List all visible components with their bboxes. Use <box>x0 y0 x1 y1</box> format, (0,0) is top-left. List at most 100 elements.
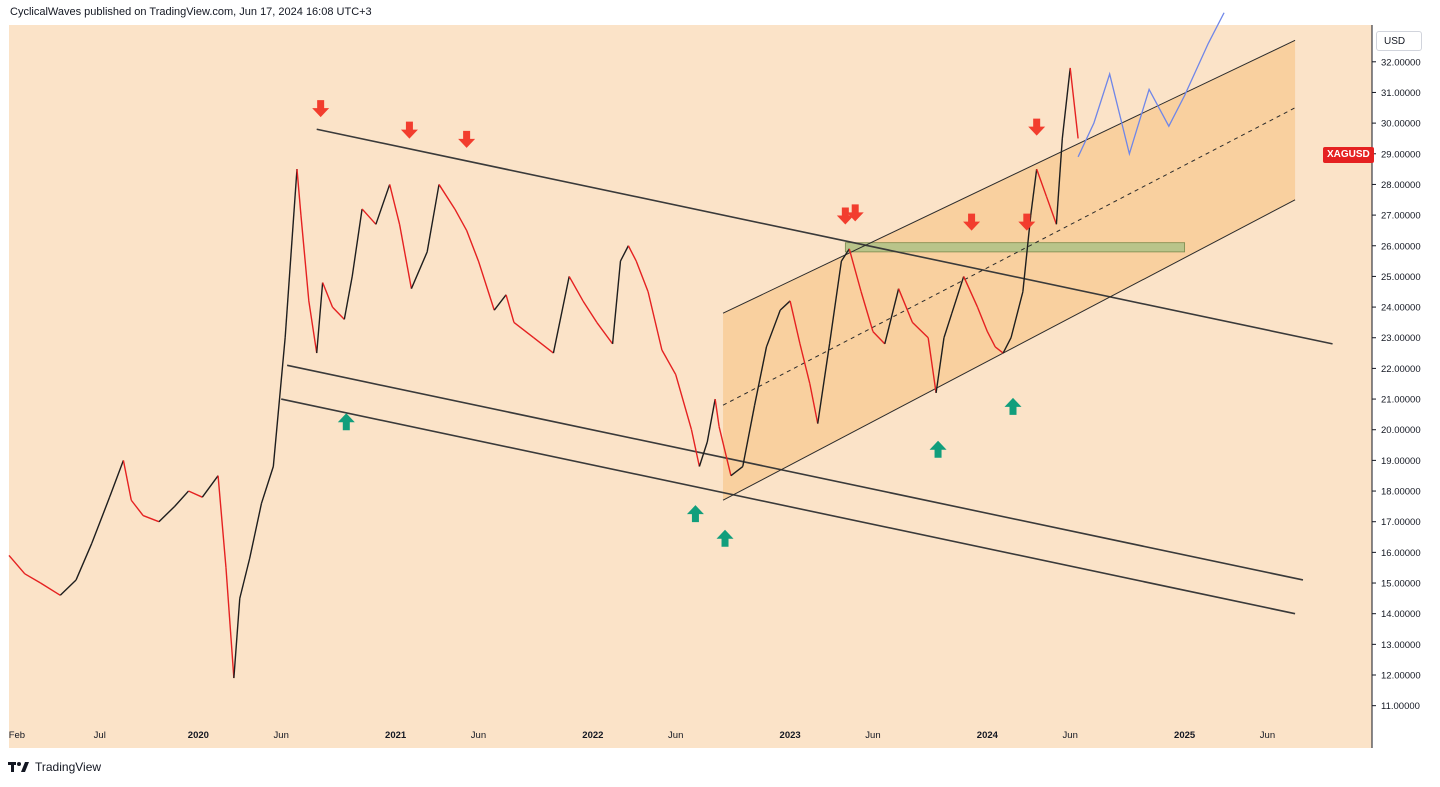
price-tick-label: 17.00000 <box>1381 517 1421 528</box>
price-segment <box>398 224 413 289</box>
price-tick-label: 23.00000 <box>1381 333 1421 344</box>
price-tick-label: 22.00000 <box>1381 364 1421 375</box>
price-tick-label: 18.00000 <box>1381 487 1421 498</box>
buy-arrow-icon <box>929 440 947 458</box>
time-tick-label: 2025 <box>1174 730 1196 741</box>
price-segment <box>308 300 318 354</box>
price-segment <box>75 542 93 581</box>
sell-arrow-icon <box>836 207 854 225</box>
time-tick-label: Jun <box>668 730 683 741</box>
price-segment <box>619 245 629 262</box>
price-segment <box>552 276 570 354</box>
price-tick-label: 11.00000 <box>1381 701 1420 712</box>
time-tick-label: 2021 <box>385 730 407 741</box>
price-segment <box>142 514 160 523</box>
price-segment <box>897 288 914 323</box>
sell-arrow-icon <box>846 204 864 222</box>
price-segment <box>201 475 219 498</box>
price-tick-label: 31.00000 <box>1381 88 1421 99</box>
price-segment <box>943 312 953 338</box>
price-segment <box>300 215 310 302</box>
price-segment <box>753 346 768 406</box>
price-segment <box>91 496 111 544</box>
buy-arrow-icon <box>1004 397 1022 415</box>
price-segment <box>1055 138 1064 225</box>
time-tick-label: 2024 <box>977 730 999 741</box>
price-tick-label: 12.00000 <box>1381 671 1421 682</box>
price-segment <box>108 460 125 498</box>
price-segment <box>454 208 468 231</box>
time-tick-label: 2022 <box>582 730 603 741</box>
price-segment <box>130 499 144 517</box>
price-segment <box>513 321 535 339</box>
price-segment <box>343 276 353 320</box>
rising-channel-middle-line <box>722 107 1296 406</box>
price-segment <box>493 294 507 311</box>
price-segment <box>951 276 965 314</box>
price-segment <box>533 337 554 354</box>
price-segment <box>1022 215 1032 292</box>
price-segment <box>1036 168 1048 197</box>
rising-channel-fill <box>723 40 1296 501</box>
price-segment <box>284 169 298 338</box>
price-segment <box>627 245 637 262</box>
price-segment <box>840 248 850 262</box>
price-segment <box>935 337 945 394</box>
price-segment <box>582 300 598 323</box>
price-segment <box>828 260 843 344</box>
price-segment <box>8 554 26 575</box>
price-segment <box>389 184 401 225</box>
price-series <box>8 67 1079 679</box>
time-tick-label: Jun <box>471 730 486 741</box>
price-segment <box>233 598 241 679</box>
time-tick-label: Jun <box>274 730 289 741</box>
price-segment <box>321 282 334 308</box>
price-segment <box>994 346 1004 354</box>
price-segment <box>1045 196 1058 225</box>
price-tick-label: 32.00000 <box>1381 57 1421 68</box>
time-tick-label: Jun <box>1260 730 1275 741</box>
price-segment <box>174 490 190 507</box>
price-segment <box>24 573 41 584</box>
currency-button[interactable]: USD <box>1376 31 1422 51</box>
price-segment <box>884 288 900 345</box>
descending-support-lower-line <box>281 398 1296 615</box>
price-segment <box>718 426 732 476</box>
price-segment <box>1030 169 1038 216</box>
price-segment <box>661 349 677 375</box>
price-segment <box>635 260 649 293</box>
sell-arrow-icon <box>1018 213 1036 231</box>
price-tick-label: 24.00000 <box>1381 303 1421 314</box>
price-segment <box>361 208 377 225</box>
rising-channel-lower-line <box>722 199 1296 501</box>
price-segment <box>158 505 176 523</box>
price-segment <box>779 300 791 311</box>
publication-header: CyclicalWaves published on TradingView.c… <box>10 6 372 18</box>
price-segment <box>568 276 584 302</box>
price-segment <box>438 184 456 210</box>
buy-arrow-icon <box>686 505 704 523</box>
price-segment <box>1061 67 1071 139</box>
time-tick-label: Jun <box>865 730 880 741</box>
sell-arrow-icon <box>458 130 476 148</box>
price-segment <box>40 582 61 596</box>
footer-brand[interactable]: TradingView <box>8 760 101 774</box>
price-segment <box>911 321 929 339</box>
price-segment <box>817 343 831 424</box>
price-segment <box>477 260 495 311</box>
symbol-price-tag: XAGUSD <box>1323 147 1374 163</box>
price-segment <box>239 558 251 599</box>
time-tick-label: Jun <box>1063 730 1078 741</box>
price-segment <box>927 337 937 394</box>
tradingview-logo-icon <box>8 761 30 773</box>
price-segment <box>860 291 874 332</box>
price-segment <box>351 208 363 277</box>
price-segment <box>59 579 77 596</box>
price-segment <box>742 405 756 467</box>
price-segment <box>272 337 286 467</box>
price-tick-label: 25.00000 <box>1381 272 1421 283</box>
price-segment <box>260 466 274 504</box>
time-tick-label: Jul <box>94 730 106 741</box>
